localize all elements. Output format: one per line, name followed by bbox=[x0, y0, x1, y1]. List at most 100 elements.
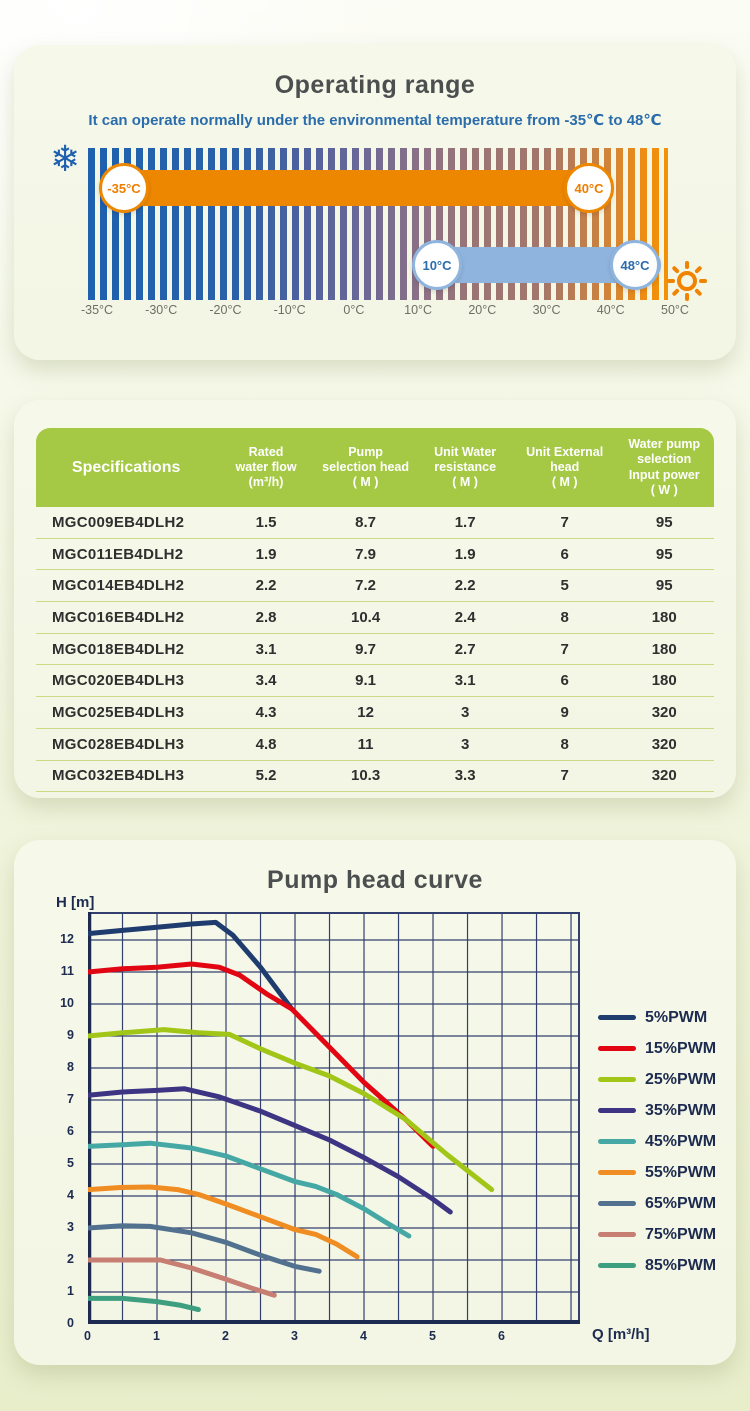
legend-label: 65%PWM bbox=[645, 1194, 717, 1212]
spec-value-cell: 95 bbox=[655, 513, 673, 531]
spec-value-cell: 5 bbox=[514, 569, 615, 602]
legend-label: 85%PWM bbox=[645, 1256, 717, 1274]
curve-45%PWM bbox=[85, 1140, 412, 1239]
legend-label: 35%PWM bbox=[645, 1101, 717, 1119]
legend-label: 15%PWM bbox=[645, 1039, 717, 1057]
x-axis-ticks: 0 1 2 3 4 5 6 bbox=[84, 1329, 580, 1345]
spec-table: Specifications Rated water flow (m³/h) Pump s… bbox=[36, 428, 714, 793]
y-tick-label: 7 bbox=[67, 1092, 74, 1106]
spec-value-cell: 5.2 bbox=[216, 759, 316, 793]
legend-label: 75%PWM bbox=[645, 1225, 717, 1243]
x-axis-label: Q [m³/h] bbox=[592, 1326, 650, 1343]
legend-entry: 25%PWM bbox=[598, 1064, 716, 1095]
spec-column-header: Rated water flow (m³/h) bbox=[216, 428, 316, 507]
sun-icon bbox=[667, 261, 707, 301]
temp-axis-label: 50°C bbox=[661, 303, 689, 317]
spec-table-row: MGC014EB4DLH2 2.2 7.2 2.2 5 95 bbox=[36, 569, 714, 602]
spec-value-cell: 3.1 bbox=[216, 632, 316, 665]
y-tick-label: 6 bbox=[67, 1124, 74, 1138]
temp-axis-label: -10°C bbox=[273, 303, 306, 317]
spec-table-row: MGC025EB4DLH3 4.3 12 3 9 320 bbox=[36, 696, 714, 729]
spec-table-row: MGC028EB4DLH3 4.8 11 3 8 320 bbox=[36, 727, 714, 760]
y-tick-label: 9 bbox=[67, 1028, 74, 1042]
legend-swatch bbox=[598, 1108, 636, 1113]
pump-curve-legend: 5%PWM 15%PWM 25%PWM 35%PWM 45%PWM 55%PWM 65%PW… bbox=[598, 1002, 716, 1281]
legend-entry: 15%PWM bbox=[598, 1033, 716, 1064]
x-tick-label: 6 bbox=[498, 1329, 505, 1343]
legend-swatch bbox=[598, 1170, 636, 1175]
legend-entry: 35%PWM bbox=[598, 1095, 716, 1126]
x-tick-label: 5 bbox=[429, 1329, 436, 1343]
temp-axis-label: -35°C bbox=[80, 303, 114, 317]
spec-model-cell: MGC025EB4DLH3 bbox=[36, 696, 217, 729]
curve-35%PWM bbox=[85, 1086, 453, 1215]
spec-model-cell: MGC014EB4DLH2 bbox=[36, 569, 217, 602]
operating-range-card: Operating range It can operate normally … bbox=[14, 45, 736, 360]
spec-value-cell: 320 bbox=[614, 727, 714, 760]
y-tick-label: 4 bbox=[67, 1188, 74, 1202]
operating-range-title: Operating range bbox=[274, 71, 476, 99]
spec-value-cell: 8.7 bbox=[355, 513, 377, 531]
legend-swatch bbox=[598, 1046, 636, 1051]
spec-table-row: MGC009EB4DLH2 1.5 8.7 1.7 7 95 bbox=[36, 507, 714, 538]
temp-axis-label: 30°C bbox=[532, 303, 561, 317]
spec-value-cell: 180 bbox=[614, 664, 714, 697]
spec-value-cell: 11 bbox=[315, 727, 416, 760]
x-tick-label: 4 bbox=[360, 1329, 367, 1343]
spec-value-cell: 8 bbox=[514, 727, 615, 760]
spec-value-cell: 8 bbox=[514, 601, 615, 634]
spec-value-cell: 7 bbox=[514, 632, 615, 665]
spec-value-cell: 9.7 bbox=[315, 632, 416, 665]
spec-value-cell: 95 bbox=[614, 537, 714, 570]
spec-table-row: MGC018EB4DLH2 3.1 9.7 2.7 7 180 bbox=[36, 632, 714, 665]
spec-table-header-row: Specifications Rated water flow (m³/h) Pump s… bbox=[36, 428, 714, 507]
snowflake-icon: ❄ bbox=[50, 138, 81, 179]
y-tick-label: 5 bbox=[67, 1156, 74, 1170]
legend-label: 55%PWM bbox=[645, 1163, 717, 1181]
spec-value-cell: 2.2 bbox=[415, 569, 515, 602]
spec-column-header: Pump selection head( M ) bbox=[315, 428, 416, 507]
spec-value-cell: 1.5 bbox=[255, 513, 277, 531]
x-tick-label: 1 bbox=[153, 1329, 160, 1343]
spec-value-cell: 9 bbox=[514, 696, 615, 729]
spec-value-cell: 7 bbox=[514, 759, 615, 793]
spec-value-cell: 3 bbox=[415, 696, 515, 729]
spec-value-cell: 2.7 bbox=[415, 632, 515, 665]
spec-table-row: MGC020EB4DLH3 3.4 9.1 3.1 6 180 bbox=[36, 664, 714, 697]
spec-model-cell: MGC018EB4DLH2 bbox=[36, 632, 217, 665]
y-tick-label: 12 bbox=[60, 932, 74, 946]
spec-value-cell: 7.9 bbox=[315, 537, 416, 570]
pump-curve-svg bbox=[85, 912, 580, 1324]
y-tick-label: 11 bbox=[60, 964, 74, 978]
spec-value-cell: 10.4 bbox=[315, 601, 416, 634]
temperature-stripe-band: -35°C 40°C 10°C 48°C bbox=[88, 148, 668, 300]
legend-swatch bbox=[598, 1139, 636, 1144]
x-tick-label: 3 bbox=[291, 1329, 298, 1343]
legend-swatch bbox=[598, 1232, 636, 1237]
spec-value-cell: 4.3 bbox=[216, 696, 316, 729]
spec-value-cell: 1.9 bbox=[415, 537, 515, 570]
spec-column-header: Water pump selection Input power( W ) bbox=[614, 428, 714, 507]
spec-column-header: Unit External head( M ) bbox=[514, 428, 615, 507]
spec-value-cell: 6 bbox=[514, 664, 615, 697]
spec-model-cell: MGC016EB4DLH2 bbox=[36, 601, 217, 634]
curve-65%PWM bbox=[85, 1223, 322, 1274]
pump-curve-title: Pump head curve bbox=[267, 866, 483, 894]
spec-value-cell: 1.9 bbox=[216, 537, 316, 570]
y-tick-label: 0 bbox=[67, 1316, 74, 1330]
legend-swatch bbox=[598, 1077, 636, 1082]
spec-value-cell: 1.7 bbox=[454, 513, 476, 531]
spec-value-cell: 320 bbox=[614, 759, 714, 793]
spec-value-cell: 95 bbox=[614, 569, 714, 602]
temp-axis-label: 0°C bbox=[343, 303, 365, 317]
temp-axis-label: -30°C bbox=[145, 303, 178, 317]
spec-value-cell: 7.2 bbox=[315, 569, 416, 602]
spec-value-cell: 180 bbox=[614, 601, 714, 634]
y-tick-label: 10 bbox=[60, 996, 74, 1010]
y-axis-ticks: 0 1 2 3 4 5 6 7 8 9 10 11 12 bbox=[44, 912, 82, 1330]
spec-value-cell: 7 bbox=[560, 513, 569, 531]
y-tick-label: 2 bbox=[67, 1252, 74, 1266]
temp-axis-label: 10°C bbox=[404, 303, 433, 317]
specifications-card: Specifications Rated water flow (m³/h) Pump s… bbox=[14, 400, 736, 798]
spec-column-header: Unit Water resistance( M ) bbox=[415, 428, 515, 507]
